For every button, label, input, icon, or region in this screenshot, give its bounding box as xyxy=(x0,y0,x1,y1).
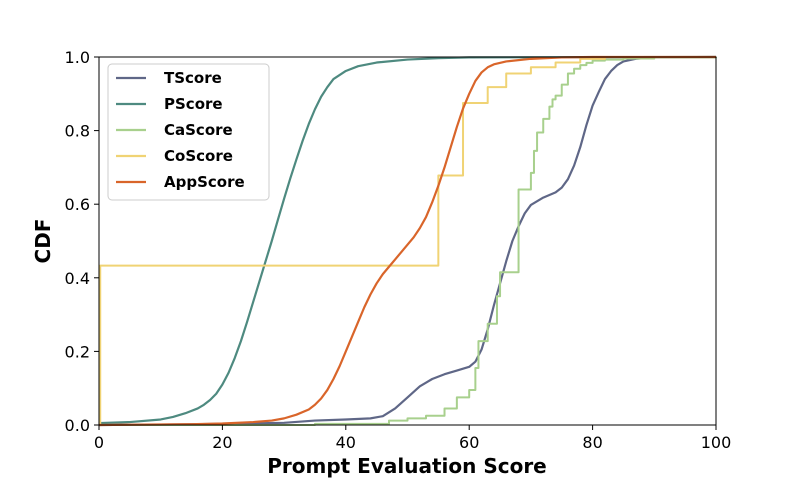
y-axis-title: CDF xyxy=(31,219,55,264)
x-tick-label: 20 xyxy=(212,433,232,452)
series-line-coscore xyxy=(99,56,716,426)
series-line-cascore xyxy=(99,56,717,426)
x-tick-label: 100 xyxy=(701,433,732,452)
series-line-pscore xyxy=(98,55,717,425)
y-tick-label: 0.8 xyxy=(65,122,90,141)
x-tick-label: 60 xyxy=(459,433,479,452)
legend: TScore PScore CaScore CoScore AppScore xyxy=(107,63,270,201)
y-tick-label: 0.0 xyxy=(65,416,90,435)
y-tick-label: 1.0 xyxy=(65,48,90,67)
legend-label: AppScore xyxy=(164,173,245,191)
series-line-appscore xyxy=(98,55,716,427)
legend-box xyxy=(107,63,270,201)
legend-label: CoScore xyxy=(164,147,233,165)
y-axis-ticks: 0.0 0.2 0.4 0.6 0.8 1.0 xyxy=(65,48,99,435)
legend-label: TScore xyxy=(164,69,222,87)
plot-frame xyxy=(98,56,717,426)
y-tick-label: 0.2 xyxy=(65,342,90,361)
x-tick-label: 40 xyxy=(336,433,356,452)
x-axis-title: Prompt Evaluation Score xyxy=(267,454,547,478)
x-tick-label: 0 xyxy=(94,433,104,452)
x-tick-label: 80 xyxy=(582,433,602,452)
legend-label: PScore xyxy=(164,95,223,113)
legend-label: CaScore xyxy=(164,121,233,139)
series-layer xyxy=(98,55,717,427)
y-tick-label: 0.6 xyxy=(65,195,90,214)
y-tick-label: 0.4 xyxy=(65,269,90,288)
series-line-tscore xyxy=(98,55,717,427)
x-axis-ticks: 0 20 40 60 80 100 xyxy=(94,425,731,452)
